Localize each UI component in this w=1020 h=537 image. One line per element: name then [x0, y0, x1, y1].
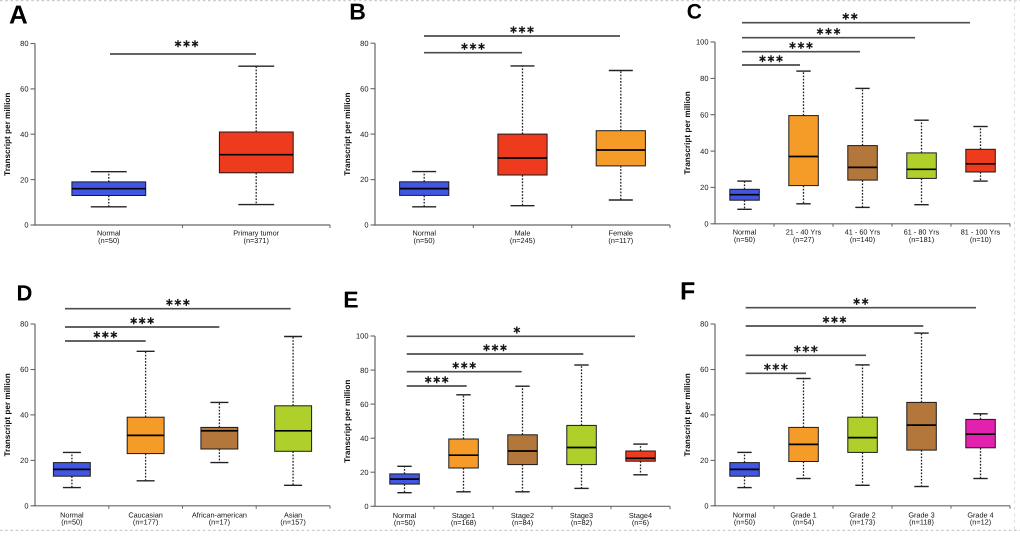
- svg-text:80: 80: [360, 366, 368, 375]
- svg-text:80: 80: [700, 74, 708, 83]
- svg-text:Grade 1: Grade 1: [790, 510, 816, 519]
- svg-text:60: 60: [700, 365, 708, 374]
- svg-text:(n=118): (n=118): [909, 518, 934, 527]
- svg-text:60: 60: [20, 365, 28, 374]
- svg-text:40: 40: [20, 130, 28, 139]
- svg-text:20: 20: [700, 183, 708, 192]
- svg-text:Grade 3: Grade 3: [908, 510, 934, 519]
- svg-text:(n=181): (n=181): [909, 235, 934, 244]
- svg-text:Normal: Normal: [393, 511, 417, 520]
- svg-text:Male: Male: [515, 229, 531, 238]
- svg-text:80: 80: [700, 320, 708, 329]
- svg-text:100: 100: [356, 332, 369, 341]
- svg-text:(n=27): (n=27): [793, 235, 814, 244]
- svg-text:60: 60: [20, 85, 28, 94]
- svg-text:Normal: Normal: [60, 510, 84, 519]
- svg-text:40: 40: [700, 147, 708, 156]
- svg-text:(n=50): (n=50): [414, 236, 435, 245]
- svg-text:(n=82): (n=82): [571, 518, 592, 527]
- svg-text:60: 60: [360, 84, 368, 93]
- svg-text:A: A: [9, 0, 28, 29]
- svg-text:40: 40: [360, 434, 368, 443]
- svg-text:Transcript per million: Transcript per million: [3, 373, 12, 456]
- svg-text:80: 80: [20, 39, 28, 48]
- svg-text:C: C: [687, 0, 702, 23]
- svg-text:(n=17): (n=17): [209, 518, 230, 527]
- svg-text:Grade 4: Grade 4: [967, 510, 993, 519]
- svg-text:B: B: [349, 0, 366, 24]
- svg-text:Normal: Normal: [733, 510, 757, 519]
- svg-text:Caucasian: Caucasian: [128, 510, 162, 519]
- svg-text:Stage1: Stage1: [452, 511, 475, 520]
- svg-text:(n=168): (n=168): [451, 518, 476, 527]
- svg-text:20: 20: [20, 175, 28, 184]
- svg-text:20: 20: [700, 456, 708, 465]
- svg-text:Transcript per million: Transcript per million: [683, 91, 692, 174]
- svg-text:D: D: [17, 281, 33, 306]
- svg-text:Grade 2: Grade 2: [849, 510, 875, 519]
- svg-text:Transcript per million: Transcript per million: [343, 380, 352, 463]
- svg-text:Asian: Asian: [284, 510, 302, 519]
- svg-text:80: 80: [20, 320, 28, 329]
- svg-text:(n=54): (n=54): [793, 518, 814, 527]
- svg-text:20: 20: [360, 175, 368, 184]
- svg-text:(n=50): (n=50): [61, 518, 82, 527]
- svg-text:20: 20: [360, 468, 368, 477]
- svg-text:(n=84): (n=84): [512, 518, 533, 527]
- svg-text:(n=245): (n=245): [510, 236, 535, 245]
- svg-text:Transcript per million: Transcript per million: [343, 92, 352, 175]
- svg-text:100: 100: [696, 38, 709, 47]
- svg-text:(n=50): (n=50): [734, 518, 755, 527]
- svg-text:80: 80: [360, 39, 368, 48]
- svg-text:(n=12): (n=12): [970, 518, 991, 527]
- svg-text:(n=50): (n=50): [98, 236, 119, 245]
- svg-text:(n=6): (n=6): [632, 518, 649, 527]
- svg-text:60: 60: [360, 400, 368, 409]
- svg-text:81 - 100 Yrs: 81 - 100 Yrs: [961, 227, 1001, 236]
- svg-text:40: 40: [20, 411, 28, 420]
- svg-text:40: 40: [360, 130, 368, 139]
- svg-text:F: F: [680, 277, 695, 305]
- svg-text:African-american: African-american: [192, 510, 247, 519]
- svg-text:Primary tumor: Primary tumor: [233, 229, 279, 238]
- svg-text:(n=173): (n=173): [850, 518, 875, 527]
- svg-text:Normal: Normal: [733, 227, 757, 236]
- svg-text:(n=10): (n=10): [970, 235, 991, 244]
- svg-text:Normal: Normal: [412, 229, 436, 238]
- svg-text:(n=50): (n=50): [734, 235, 755, 244]
- svg-text:61 - 80 Yrs: 61 - 80 Yrs: [904, 227, 940, 236]
- svg-text:60: 60: [700, 110, 708, 119]
- svg-text:(n=140): (n=140): [850, 235, 875, 244]
- svg-text:Normal: Normal: [97, 229, 121, 238]
- svg-text:0: 0: [364, 502, 368, 511]
- svg-text:21 - 40 Yrs: 21 - 40 Yrs: [786, 227, 822, 236]
- svg-text:41 - 60 Yrs: 41 - 60 Yrs: [845, 227, 881, 236]
- svg-text:0: 0: [704, 220, 708, 229]
- svg-text:(n=50): (n=50): [394, 518, 415, 527]
- svg-text:Stage4: Stage4: [629, 511, 652, 520]
- svg-text:(n=177): (n=177): [133, 518, 158, 527]
- svg-text:0: 0: [364, 221, 368, 230]
- svg-text:Stage3: Stage3: [570, 511, 593, 520]
- svg-text:40: 40: [700, 411, 708, 420]
- svg-text:Female: Female: [609, 229, 633, 238]
- svg-text:(n=157): (n=157): [280, 518, 305, 527]
- svg-text:(n=371): (n=371): [244, 236, 269, 245]
- svg-text:(n=117): (n=117): [608, 236, 633, 245]
- svg-text:0: 0: [24, 221, 28, 230]
- svg-text:0: 0: [24, 502, 28, 511]
- svg-text:Stage2: Stage2: [511, 511, 534, 520]
- svg-text:E: E: [343, 287, 358, 313]
- svg-text:0: 0: [704, 502, 708, 511]
- svg-text:Transcript per million: Transcript per million: [3, 93, 12, 176]
- svg-text:Transcript per million: Transcript per million: [683, 373, 692, 456]
- svg-text:20: 20: [20, 456, 28, 465]
